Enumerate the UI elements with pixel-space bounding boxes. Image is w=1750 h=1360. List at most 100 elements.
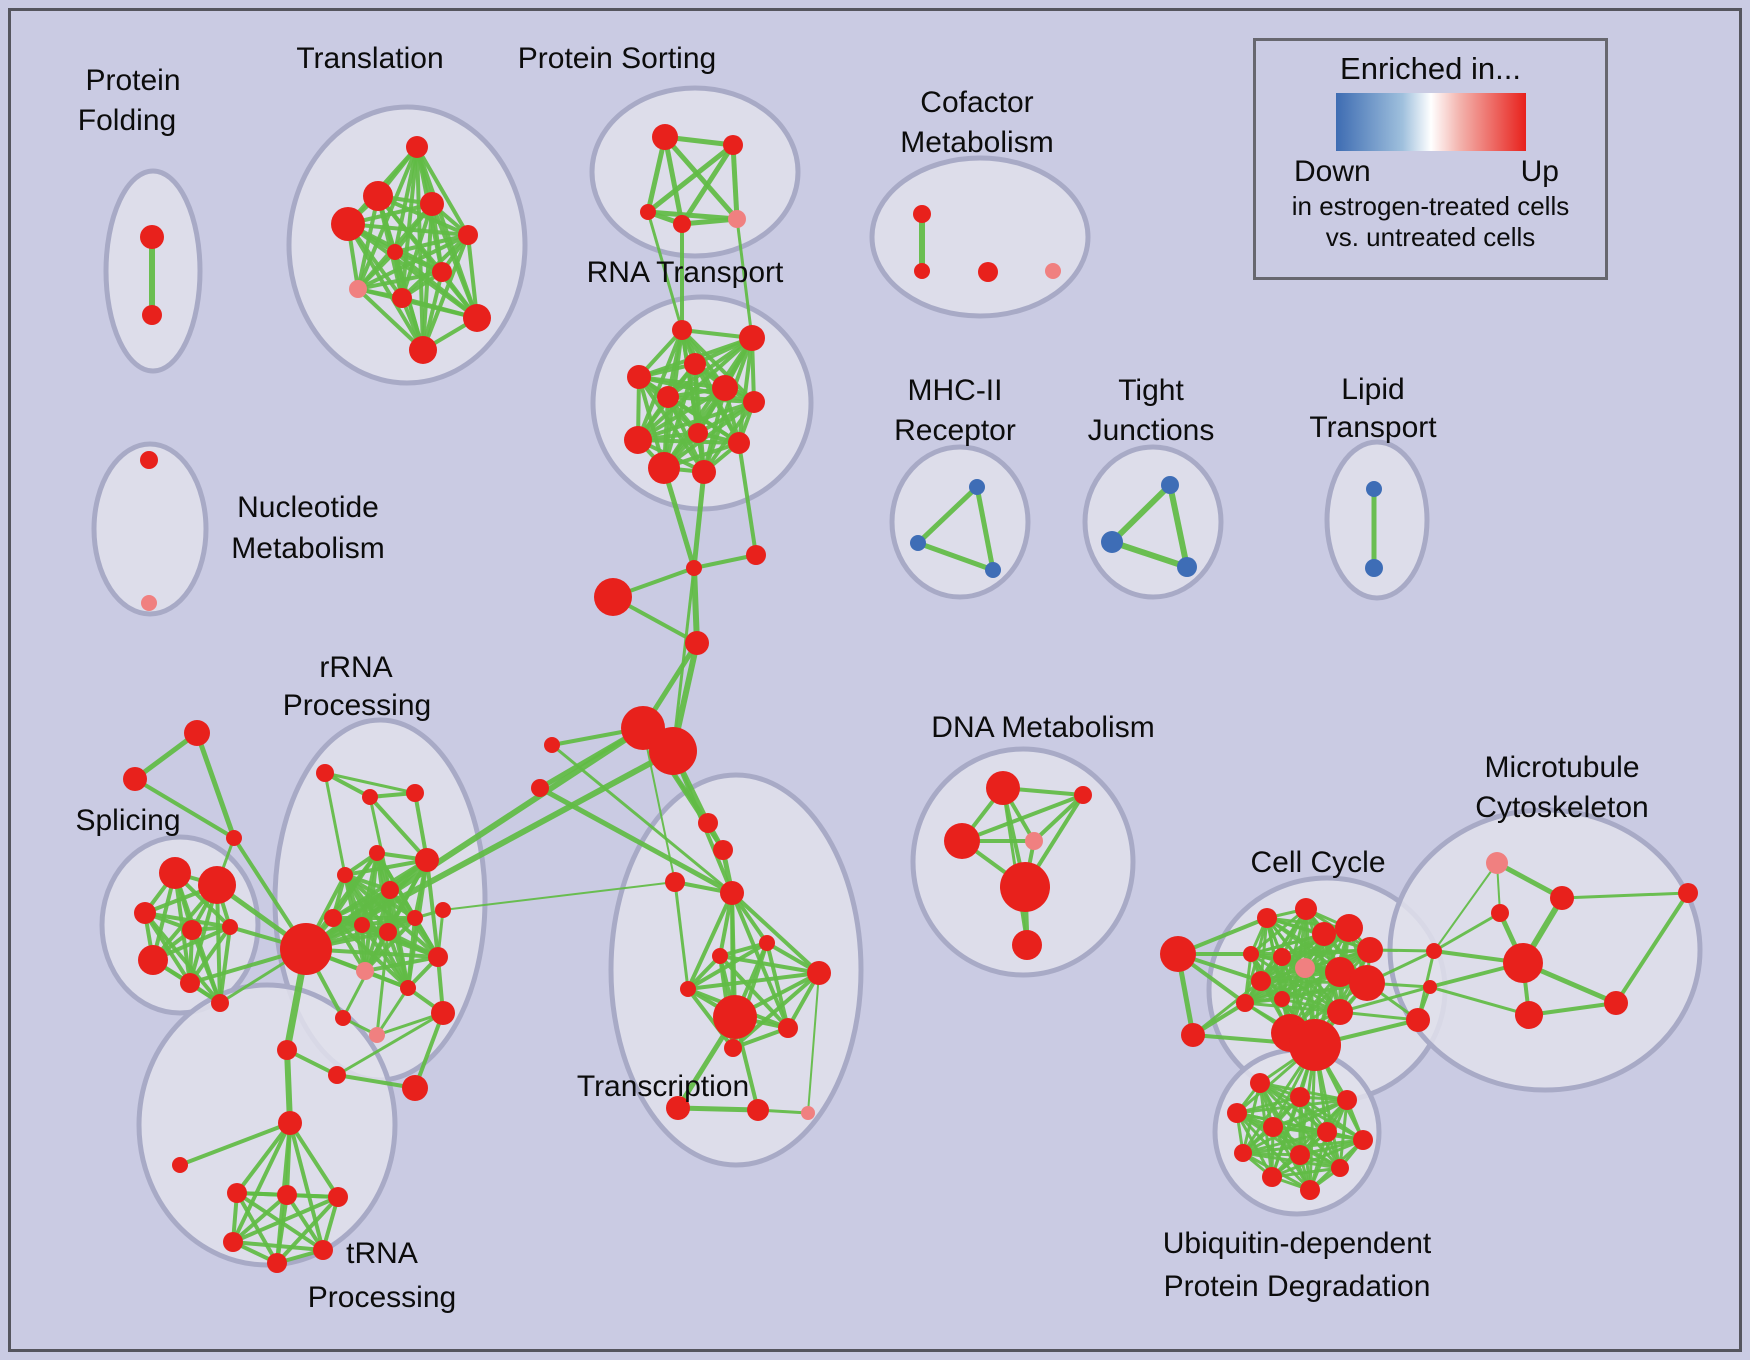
edge-T8-T11 — [356, 287, 425, 352]
edge-MC1-MC2 — [693, 553, 757, 570]
legend-title: Enriched in... — [1340, 51, 1521, 86]
node-R2 — [362, 789, 378, 805]
node-C4 — [172, 1157, 188, 1173]
edge-X1-TX4 — [551, 743, 733, 895]
cluster-label-protein-folding-line1: Protein — [85, 64, 180, 97]
edge-R11-R14 — [386, 931, 410, 989]
node-PS5 — [728, 210, 746, 228]
node-U5 — [1263, 1117, 1283, 1137]
edge-CC17-CC16 — [1339, 1010, 1419, 1022]
node-RT2 — [739, 325, 765, 351]
edge-TX11-TX12 — [677, 1105, 759, 1113]
node-T4 — [331, 207, 365, 241]
node-U9 — [1290, 1145, 1310, 1165]
node-CC1 — [1160, 936, 1196, 972]
edge-TJ2-TJ3 — [1111, 539, 1188, 570]
edge-D2-D4 — [1032, 793, 1085, 843]
edge-R1-R3 — [324, 771, 416, 795]
cluster-label-dna-metabolism: DNA Metabolism — [931, 711, 1154, 744]
edge-PS2-PS3 — [646, 143, 735, 214]
cluster-label-trna-processing-line1: tRNA — [346, 1237, 418, 1270]
cluster-label-protein-folding-line2: Folding — [78, 104, 176, 137]
node-R5 — [415, 848, 439, 872]
node-RT10 — [728, 432, 750, 454]
cluster-label-transcription: Transcription — [577, 1070, 749, 1103]
node-NM2 — [141, 595, 157, 611]
node-F1 — [184, 720, 210, 746]
node-R3 — [406, 784, 424, 802]
cluster-ellipse-lipid-transport — [1324, 439, 1430, 601]
edge-S5-S7 — [188, 925, 232, 985]
node-MT3 — [1550, 886, 1574, 910]
node-NM1 — [140, 451, 158, 469]
edge-TR3-TR4 — [232, 1195, 339, 1244]
cluster-label-cell-cycle: Cell Cycle — [1250, 846, 1385, 879]
edge-R16-R11 — [375, 931, 390, 1036]
edge-R19-RB — [413, 1012, 445, 1089]
node-CC17 — [1406, 1008, 1430, 1032]
cluster-label-microtubule-cytoskeleton-line2: Cytoskeleton — [1475, 791, 1648, 824]
node-LT2 — [1365, 559, 1383, 577]
node-MC1 — [686, 560, 702, 576]
legend-down-label: Down — [1294, 155, 1371, 188]
edge-R12-R13 — [364, 955, 439, 973]
node-K1 — [1426, 943, 1442, 959]
node-C3 — [278, 1111, 302, 1135]
node-T7 — [432, 262, 452, 282]
node-F2 — [123, 767, 147, 791]
edge-X2-TX4 — [538, 785, 734, 896]
edge-U10-U11 — [1271, 1166, 1341, 1179]
node-CM2 — [914, 263, 930, 279]
node-R12 — [356, 962, 374, 980]
node-TX4 — [720, 881, 744, 905]
edge-MC1-DH2 — [671, 567, 696, 752]
node-T1 — [406, 136, 428, 158]
edge-RT7-RT12 — [702, 400, 756, 474]
node-PS4 — [673, 215, 691, 233]
node-M1 — [969, 479, 985, 495]
edge-TX7-TX10 — [686, 987, 735, 1050]
edge-RT5-RT7 — [667, 395, 755, 404]
node-R14 — [400, 980, 416, 996]
edge-M1-M2 — [916, 485, 979, 545]
node-D3 — [944, 823, 980, 859]
edge-HUB-DH2 — [304, 748, 675, 952]
node-TJ3 — [1177, 557, 1197, 577]
edge-CC7-CC18 — [1288, 948, 1372, 1035]
edge-T7-T8 — [357, 270, 443, 291]
node-S7 — [180, 973, 200, 993]
edge-TX7-TX8 — [687, 971, 820, 991]
edge-M1-M3 — [974, 486, 996, 571]
node-TX11 — [666, 1096, 690, 1120]
cluster-label-rna-transport: RNA Transport — [587, 256, 784, 289]
node-T11 — [409, 336, 437, 364]
node-T5 — [458, 225, 478, 245]
edge-S5-S8 — [218, 926, 232, 1004]
edge-C3-TR3 — [288, 1121, 340, 1199]
node-D6 — [1012, 930, 1042, 960]
node-MT7 — [1678, 883, 1698, 903]
edge-TX8-TX10 — [731, 971, 821, 1050]
edge-K2-CC16 — [1339, 985, 1431, 1014]
cluster-label-tight-junctions-line2: Junctions — [1088, 414, 1215, 447]
edge-MC1-MC4 — [691, 567, 700, 644]
node-RT1 — [672, 320, 692, 340]
edge-F2-F3 — [133, 777, 236, 840]
cluster-label-lipid-transport-line2: Transport — [1309, 411, 1437, 444]
node-T8 — [349, 280, 367, 298]
cluster-label-splicing: Splicing — [75, 804, 180, 837]
edge-T6-T10 — [393, 250, 479, 320]
cluster-label-translation: Translation — [296, 42, 443, 75]
node-DH2 — [649, 727, 697, 775]
node-TR1 — [227, 1183, 247, 1203]
edge-C3-TR1 — [235, 1121, 292, 1195]
edge-CC7-CC9 — [1281, 948, 1371, 959]
edge-C3-TR5 — [288, 1122, 325, 1251]
cluster-label-protein-sorting: Protein Sorting — [518, 42, 716, 75]
node-TR6 — [267, 1253, 287, 1273]
node-CC8 — [1243, 946, 1259, 962]
node-RT8 — [688, 423, 708, 443]
cluster-label-microtubule-cytoskeleton-line1: Microtubule — [1484, 751, 1639, 784]
edge-RT4-RT12 — [637, 375, 706, 474]
node-TJ1 — [1161, 476, 1179, 494]
